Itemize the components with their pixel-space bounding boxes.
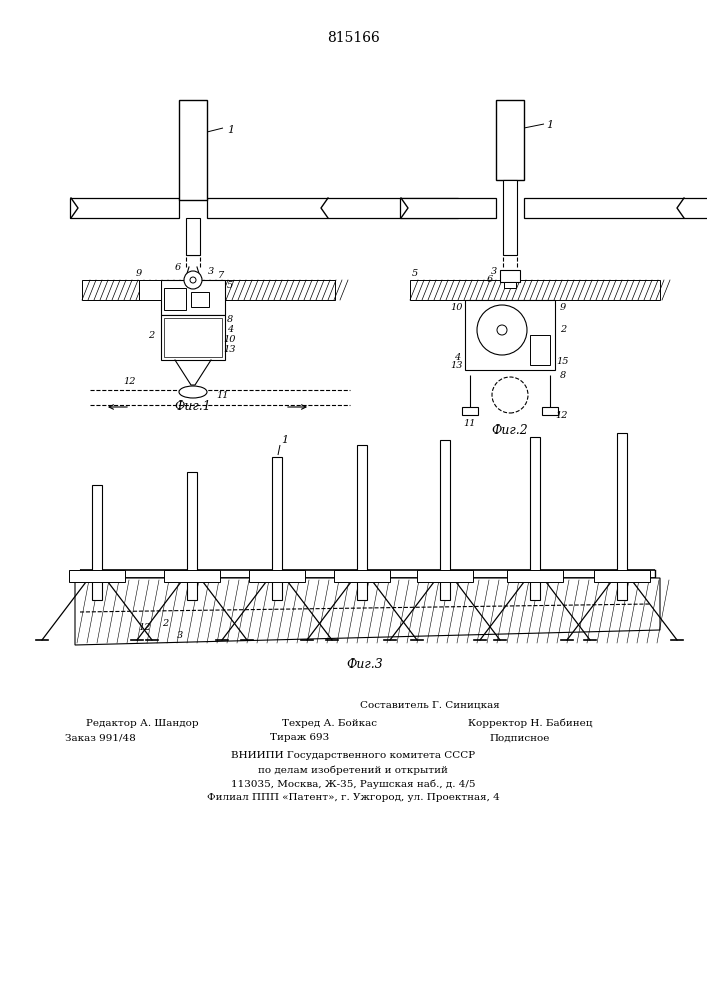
- Bar: [139, 280, 161, 300]
- Text: 10: 10: [451, 304, 463, 312]
- Text: 4: 4: [227, 326, 233, 334]
- Text: 3: 3: [208, 267, 214, 276]
- Text: Филиал ППП «Патент», г. Ужгород, ул. Проектная, 4: Филиал ППП «Патент», г. Ужгород, ул. Про…: [206, 794, 499, 802]
- Bar: [207, 198, 458, 218]
- Text: 2: 2: [162, 618, 168, 628]
- Text: 8: 8: [227, 316, 233, 324]
- Bar: [503, 180, 517, 255]
- Text: 9: 9: [560, 304, 566, 312]
- Text: Фиг.3: Фиг.3: [346, 658, 383, 672]
- Bar: [70, 198, 179, 218]
- Circle shape: [477, 305, 527, 355]
- Text: 11: 11: [217, 390, 229, 399]
- Bar: [400, 198, 496, 218]
- Bar: [164, 288, 186, 310]
- Text: Составитель Г. Синицкая: Составитель Г. Синицкая: [360, 700, 500, 710]
- Text: 9: 9: [136, 268, 142, 277]
- Circle shape: [190, 277, 196, 283]
- Text: 2: 2: [560, 326, 566, 334]
- Text: 3: 3: [177, 631, 183, 640]
- Text: 10: 10: [223, 336, 236, 344]
- Text: 3: 3: [491, 267, 497, 276]
- Text: 12: 12: [139, 622, 151, 632]
- Text: Заказ 991/48: Заказ 991/48: [64, 734, 135, 742]
- Text: 13: 13: [451, 360, 463, 369]
- Bar: [69, 570, 125, 582]
- Text: Тираж 693: Тираж 693: [270, 734, 329, 742]
- Bar: [542, 407, 558, 415]
- Bar: [617, 433, 627, 600]
- Text: 5: 5: [227, 280, 233, 290]
- Bar: [440, 440, 450, 600]
- Text: 12: 12: [556, 410, 568, 420]
- Bar: [530, 335, 550, 365]
- Bar: [417, 570, 473, 582]
- Bar: [410, 280, 660, 300]
- Circle shape: [492, 377, 528, 413]
- Circle shape: [184, 271, 202, 289]
- Text: Подписное: Подписное: [490, 734, 550, 742]
- Bar: [179, 100, 207, 200]
- Text: 1: 1: [281, 435, 288, 445]
- Bar: [507, 570, 563, 582]
- Text: 1: 1: [228, 125, 235, 135]
- Text: Техред А. Бойкас: Техред А. Бойкас: [283, 718, 378, 728]
- Text: Корректор Н. Бабинец: Корректор Н. Бабинец: [468, 718, 592, 728]
- Bar: [594, 570, 650, 582]
- Text: 6: 6: [175, 263, 181, 272]
- Text: 11: 11: [464, 418, 477, 428]
- Text: 7: 7: [218, 270, 224, 279]
- Text: 12: 12: [124, 377, 136, 386]
- Text: Фиг.1: Фиг.1: [175, 399, 211, 412]
- Bar: [164, 570, 220, 582]
- Text: 1: 1: [547, 120, 554, 130]
- Text: по делам изобретений и открытий: по делам изобретений и открытий: [258, 765, 448, 775]
- Bar: [82, 280, 335, 300]
- Text: 8: 8: [560, 370, 566, 379]
- Bar: [92, 485, 102, 600]
- Bar: [164, 318, 222, 357]
- Text: 6: 6: [487, 275, 493, 284]
- Bar: [500, 270, 520, 282]
- Bar: [191, 292, 209, 307]
- Text: Фиг.2: Фиг.2: [491, 424, 528, 436]
- Bar: [524, 198, 707, 218]
- Bar: [496, 100, 524, 180]
- Bar: [357, 445, 367, 600]
- Polygon shape: [75, 578, 660, 645]
- Bar: [530, 437, 540, 600]
- Bar: [504, 282, 516, 288]
- Bar: [186, 218, 200, 255]
- Text: 5: 5: [412, 268, 418, 277]
- Text: 113035, Москва, Ж-35, Раушская наб., д. 4/5: 113035, Москва, Ж-35, Раушская наб., д. …: [230, 779, 475, 789]
- Text: 13: 13: [223, 346, 236, 355]
- Text: 2: 2: [148, 330, 154, 340]
- Bar: [187, 472, 197, 600]
- Text: 815166: 815166: [327, 31, 380, 45]
- Text: ВНИИПИ Государственного комитета СССР: ВНИИПИ Государственного комитета СССР: [231, 752, 475, 760]
- Circle shape: [497, 325, 507, 335]
- Text: 15: 15: [556, 358, 569, 366]
- Bar: [272, 457, 282, 600]
- Bar: [161, 315, 225, 360]
- Bar: [334, 570, 390, 582]
- Ellipse shape: [179, 386, 207, 398]
- Bar: [161, 280, 225, 315]
- Text: Редактор А. Шандор: Редактор А. Шандор: [86, 718, 198, 728]
- Bar: [249, 570, 305, 582]
- Bar: [465, 300, 555, 370]
- Bar: [462, 407, 478, 415]
- Text: 4: 4: [454, 354, 460, 362]
